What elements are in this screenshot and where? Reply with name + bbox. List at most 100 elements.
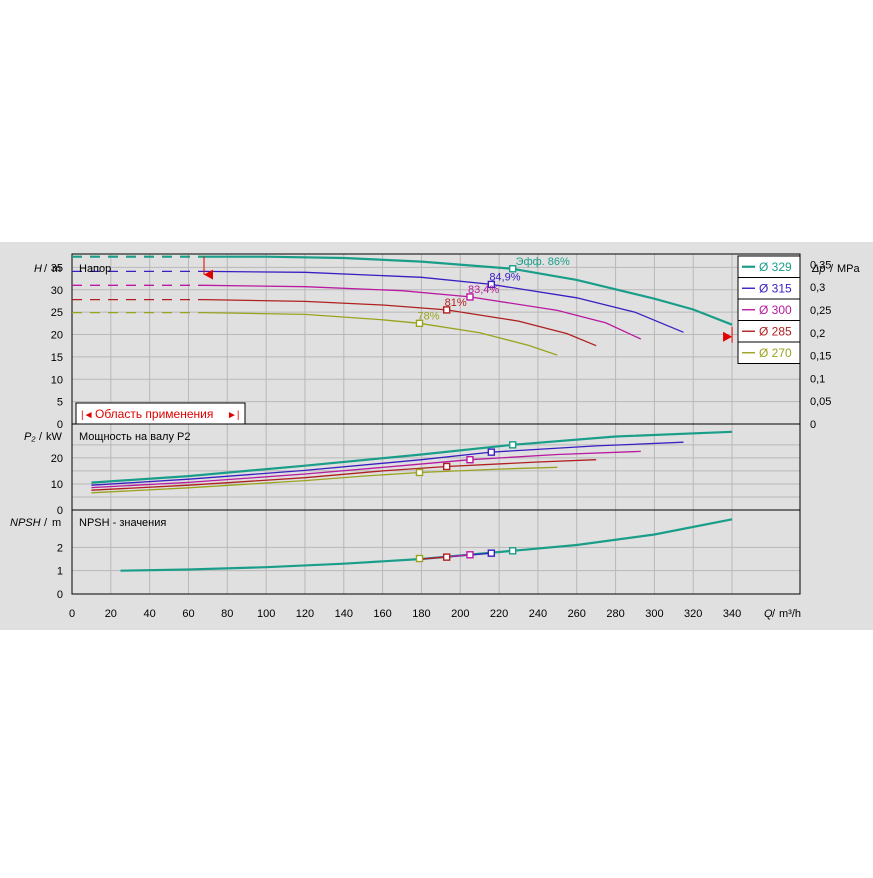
head-y2-tick-label: 0 — [810, 419, 816, 431]
x-tick-label: 160 — [373, 608, 391, 620]
x-tick-label: 340 — [723, 608, 741, 620]
application-range-label: Область применения — [95, 407, 213, 421]
efficiency-label: Эфф. 86% — [516, 256, 570, 268]
power-bep-marker — [487, 448, 496, 456]
x-tick-label: 0 — [69, 608, 75, 620]
x-tick-label: 40 — [144, 608, 156, 620]
head-ylabel-var: H — [34, 263, 42, 275]
x-tick-label: 60 — [182, 608, 194, 620]
application-range-left-arrow: |◄ — [81, 410, 94, 421]
npsh-bep-marker — [487, 549, 496, 557]
npsh-y-tick-label: 0 — [57, 589, 63, 601]
power-curve — [91, 430, 733, 484]
tick-layer: 0 20 40 60 80 100 120 140 160 180 200 220 240 260 280 3… — [51, 259, 832, 620]
head-y2-tick-label: 0,35 — [810, 259, 831, 271]
legend: Ø 329 Ø 315 Ø 300 Ø 285 Ø 270 — [737, 255, 801, 364]
power-curve — [91, 450, 641, 489]
x-tick-label: 220 — [490, 608, 508, 620]
x-axis-label-unit: m³/h — [779, 608, 801, 620]
application-range-frame — [75, 402, 246, 425]
x-tick-label: 140 — [335, 608, 353, 620]
power-y-tick-label: 20 — [51, 453, 63, 465]
efficiency-label: 83,4% — [468, 284, 499, 296]
power-curve — [91, 441, 684, 486]
head-y-tick-label: 25 — [51, 307, 63, 319]
head-y2-tick-label: 0,3 — [810, 282, 825, 294]
x-axis-label-var: Q — [764, 608, 773, 620]
power-ylabel-var: P₂ — [24, 431, 36, 443]
head-y2-tick-label: 0,1 — [810, 373, 825, 385]
power-y-tick-label: 0 — [57, 505, 63, 517]
head-bep-marker — [508, 265, 517, 273]
x-tick-label: 320 — [684, 608, 702, 620]
x-tick-label: 240 — [529, 608, 547, 620]
power-y-tick-label: 10 — [51, 479, 63, 491]
legend-label: Ø 315 — [759, 281, 792, 295]
head-ylabel-sep: / — [44, 263, 48, 275]
power-bep-marker — [415, 468, 424, 477]
application-range-right-arrow: ►| — [227, 410, 240, 421]
power-panel-title: Мощность на валу P2 — [79, 431, 191, 443]
npsh-bep-marker — [466, 551, 474, 559]
head-y-tick-label: 0 — [57, 419, 63, 431]
power-curve — [91, 466, 558, 494]
legend-label: Ø 300 — [759, 303, 792, 317]
head-panel-title: Напор — [79, 263, 111, 275]
npsh-bep-marker — [415, 554, 424, 563]
head-y-tick-label: 5 — [57, 397, 63, 409]
efficiency-label: 84,9% — [489, 271, 520, 283]
x-tick-label: 180 — [412, 608, 430, 620]
x-tick-label: 200 — [451, 608, 469, 620]
range-start-marker — [204, 269, 214, 280]
head-y-tick-label: 30 — [51, 285, 63, 297]
x-tick-label: 120 — [296, 608, 314, 620]
efficiency-label: 78% — [417, 310, 439, 322]
npsh-y-tick-label: 1 — [57, 566, 63, 578]
head-bep-marker — [466, 293, 474, 301]
npsh-bep-marker — [508, 547, 517, 555]
efficiency-label: 81% — [445, 297, 467, 309]
x-tick-label: 80 — [221, 608, 233, 620]
power-curve — [91, 459, 597, 491]
legend-label: Ø 329 — [759, 260, 792, 274]
x-tick-label: 260 — [568, 608, 586, 620]
power-bep-marker — [442, 462, 451, 471]
power-bep-marker — [508, 441, 517, 449]
head-y-tick-label: 10 — [51, 374, 63, 386]
npsh-y-tick-label: 2 — [57, 542, 63, 554]
head-bep-marker — [487, 280, 496, 289]
head-y-tick-label: 35 — [51, 262, 63, 274]
npsh-panel-title: NPSH - значения — [79, 517, 166, 529]
head-y-tick-label: 20 — [51, 330, 63, 342]
x-axis-label-sep: / — [772, 608, 776, 620]
power-ylabel-sep: / — [39, 431, 43, 443]
head-y2-tick-label: 0,05 — [810, 396, 831, 408]
head-y-tick-label: 15 — [51, 352, 63, 364]
chart-background — [0, 242, 873, 630]
head-y2label-unit: MPa — [837, 263, 861, 275]
npsh-ylabel-sep: / — [44, 517, 48, 529]
head-y2-tick-label: 0,15 — [810, 351, 831, 363]
legend-label: Ø 285 — [759, 324, 792, 338]
head-y2-tick-label: 0,25 — [810, 305, 831, 317]
power-bep-marker — [466, 456, 474, 464]
range-end-marker — [723, 331, 733, 342]
power-ylabel-unit: kW — [46, 431, 63, 443]
x-tick-label: 100 — [257, 608, 275, 620]
marker-layer: Эфф. 86% 84,9%83,4%81% 78% — [203, 256, 733, 563]
head-ylabel-unit: m — [52, 263, 61, 275]
npsh-bep-marker — [442, 553, 451, 561]
head-y2label-sep: / — [830, 263, 834, 275]
npsh-ylabel-unit: m — [52, 517, 61, 529]
head-bep-marker — [442, 306, 451, 314]
head-y2label-var: Δp — [811, 263, 826, 275]
x-tick-label: 20 — [105, 608, 117, 620]
x-tick-label: 280 — [606, 608, 624, 620]
head-y2-tick-label: 0,2 — [810, 328, 825, 340]
application-range-box: |◄ Область применения ►| — [75, 402, 246, 425]
npsh-ylabel-var: NPSH — [10, 517, 41, 529]
x-tick-label: 300 — [645, 608, 663, 620]
legend-label: Ø 270 — [759, 346, 792, 360]
